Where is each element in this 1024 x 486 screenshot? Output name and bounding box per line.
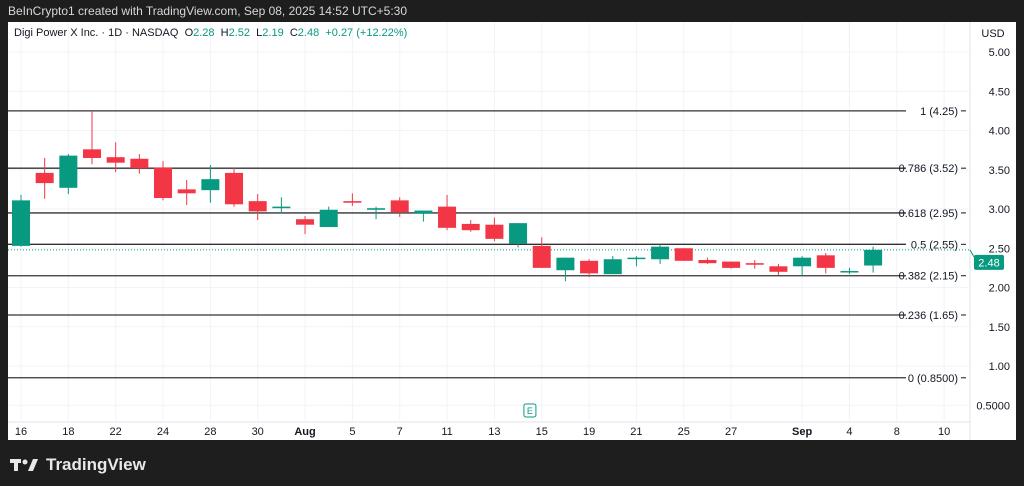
candle-body: [59, 155, 78, 188]
x-tick-label: 18: [62, 426, 74, 438]
symbol-name: Digi Power X Inc. · 1D · NASDAQ: [14, 27, 179, 39]
y-tick-label: 4.50: [989, 86, 1010, 98]
candle-body: [130, 158, 149, 169]
earnings-marker: [523, 403, 537, 418]
x-tick-label: 11: [441, 426, 452, 438]
candle-body: [296, 219, 315, 225]
tradingview-logo: TradingView: [10, 455, 146, 475]
candle-body: [106, 157, 125, 163]
candle-body: [722, 261, 741, 268]
y-tick-label: 2.50: [989, 243, 1010, 255]
x-tick-label: 16: [15, 426, 27, 438]
candle-body: [225, 172, 244, 205]
y-tick-label: 1.00: [989, 361, 1010, 373]
high-label: H: [220, 27, 229, 39]
candle-body: [154, 167, 173, 199]
open-value: 2.28: [193, 27, 215, 39]
candle-body: [698, 260, 717, 264]
candle-body: [651, 246, 670, 260]
fib-level-label: 0.5 (2.55): [911, 239, 958, 251]
last-price-pointer: [969, 249, 975, 258]
y-tick-label: 5.00: [989, 47, 1010, 59]
x-tick-label: 13: [488, 426, 500, 438]
fib-level-label: 0.786 (3.52): [899, 163, 958, 175]
fib-level-label: 0.236 (1.65): [899, 310, 958, 322]
candle-body: [509, 223, 528, 244]
fib-level-label: 0.382 (2.15): [899, 271, 958, 283]
candle-body: [769, 266, 788, 272]
candle-body: [201, 179, 220, 191]
x-tick-label: 25: [678, 426, 690, 438]
symbol-legend: Digi Power X Inc. · 1D · NASDAQ O2.28 H2…: [14, 27, 407, 39]
y-tick-label: 2.00: [989, 283, 1010, 295]
candle-body: [627, 257, 646, 260]
candle-body: [248, 201, 267, 212]
candle-body: [556, 257, 575, 271]
high-value: 2.52: [228, 27, 251, 39]
candle-body: [438, 206, 457, 228]
change-value: +0.27 (+12.22%): [325, 27, 408, 39]
candle-body: [532, 245, 551, 268]
last-price-label: 2.48: [978, 257, 999, 269]
x-tick-label: 15: [536, 426, 548, 438]
x-tick-label: 19: [583, 426, 595, 438]
x-tick-label: Aug: [294, 426, 315, 438]
candle-body: [745, 263, 764, 265]
candle-body: [674, 248, 693, 261]
x-tick-label: 10: [938, 426, 950, 438]
tradingview-logo-icon: [10, 459, 38, 471]
candle-body: [272, 206, 291, 209]
candle-body: [12, 200, 30, 246]
x-tick-label: 24: [157, 426, 169, 438]
candle-body: [83, 149, 102, 158]
x-tick-label: 22: [110, 426, 122, 438]
y-tick-label: 1.50: [989, 322, 1010, 334]
x-tick-label: 7: [397, 426, 403, 438]
open-label: O: [184, 27, 194, 39]
chart-credit: BeInCrypto1 created with TradingView.com…: [8, 4, 408, 18]
currency-label: USD: [981, 28, 1004, 40]
tradingview-brand: TradingView: [46, 455, 146, 474]
fib-level-label: 0.618 (2.95): [899, 208, 958, 220]
candle-body: [793, 257, 812, 267]
y-tick-label: 0.5000: [976, 400, 1010, 412]
candle-body: [580, 260, 599, 274]
candle-body: [343, 201, 362, 203]
candle-body: [816, 255, 835, 268]
fib-level-label: 1 (4.25): [920, 106, 958, 118]
close-label: C: [289, 27, 298, 39]
y-tick-label: 3.00: [989, 204, 1010, 216]
x-tick-label: 27: [725, 426, 737, 438]
low-label: L: [256, 27, 263, 39]
candle-body: [177, 189, 196, 194]
chart-panel[interactable]: USD 5.00 4.50 4.00 3.50 3.00 2.50 2.00 1.50 1.00 0…: [8, 22, 1016, 440]
x-tick-label: 4: [846, 426, 852, 438]
candle-body: [414, 210, 433, 214]
x-tick-label: 28: [204, 426, 216, 438]
close-value: 2.48: [297, 27, 320, 39]
x-tick-label: 30: [252, 426, 264, 438]
y-tick-label: 3.50: [989, 165, 1010, 177]
candle-body: [864, 249, 883, 266]
candle-body: [35, 172, 54, 184]
x-tick-label: 5: [349, 426, 355, 438]
fib-level-label: 0 (0.8500): [908, 373, 958, 385]
candle-body: [319, 209, 338, 228]
earnings-marker-label: E: [527, 406, 533, 416]
x-tick-label: Sep: [792, 426, 812, 438]
candle-body: [485, 224, 504, 239]
last-price-badge: [974, 254, 1004, 270]
candle-body: [461, 223, 480, 231]
x-tick-label: 8: [894, 426, 900, 438]
x-tick-label: 21: [630, 426, 642, 438]
low-value: 2.19: [262, 27, 284, 39]
candle-body: [367, 208, 386, 210]
y-tick-label: 4.00: [989, 126, 1010, 138]
candlestick-chart[interactable]: USD 5.00 4.50 4.00 3.50 3.00 2.50 2.00 1.50 1.00 0…: [8, 22, 1016, 440]
candle-body: [390, 200, 409, 213]
candle-body: [840, 271, 859, 273]
candle-body: [603, 259, 622, 275]
